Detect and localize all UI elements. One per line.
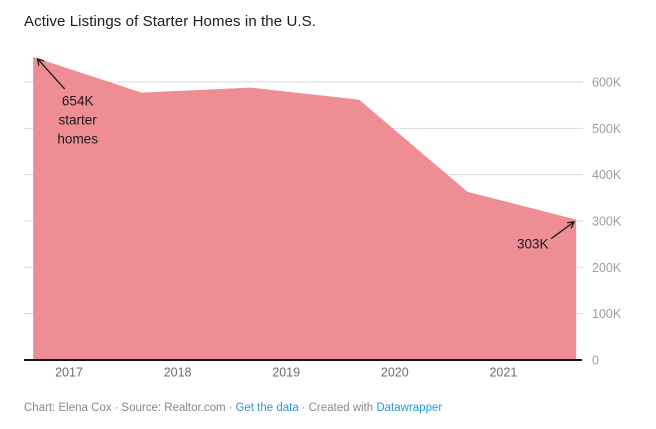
annotation-text: 303K: [517, 236, 549, 251]
x-tick-label: 2019: [272, 366, 300, 380]
annotation-arrow: [550, 221, 576, 240]
footer-separator: ·: [114, 402, 119, 414]
footer-created-with: Created with: [308, 402, 374, 414]
y-tick-label: 0: [592, 354, 599, 368]
x-tick-label: 2017: [55, 366, 83, 380]
annotation-text: 654K starter homes: [57, 94, 98, 147]
x-tick-label: 2020: [381, 366, 409, 380]
x-tick-label: 2018: [164, 366, 192, 380]
y-tick-label: 600K: [592, 76, 622, 90]
footer-separator: ·: [301, 402, 306, 414]
get-the-data-link[interactable]: Get the data: [235, 402, 299, 414]
y-tick-label: 100K: [592, 307, 622, 321]
y-tick-label: 200K: [592, 261, 622, 275]
datawrapper-link[interactable]: Datawrapper: [376, 402, 443, 414]
y-tick-label: 500K: [592, 122, 622, 136]
footer-separator: ·: [228, 402, 233, 414]
page-title: Active Listings of Starter Homes in the …: [24, 13, 317, 30]
x-tick-label: 2021: [489, 366, 517, 380]
annotation-arrow: [36, 57, 66, 90]
footer-source: Source: Realtor.com: [121, 402, 226, 414]
y-tick-label: 400K: [592, 168, 622, 182]
footer-credit: Chart: Elena Cox: [24, 402, 112, 414]
y-tick-label: 300K: [592, 215, 622, 229]
area-series: [33, 57, 577, 360]
chart-footer: Chart: Elena Cox · Source: Realtor.com · Get…: [24, 401, 442, 415]
